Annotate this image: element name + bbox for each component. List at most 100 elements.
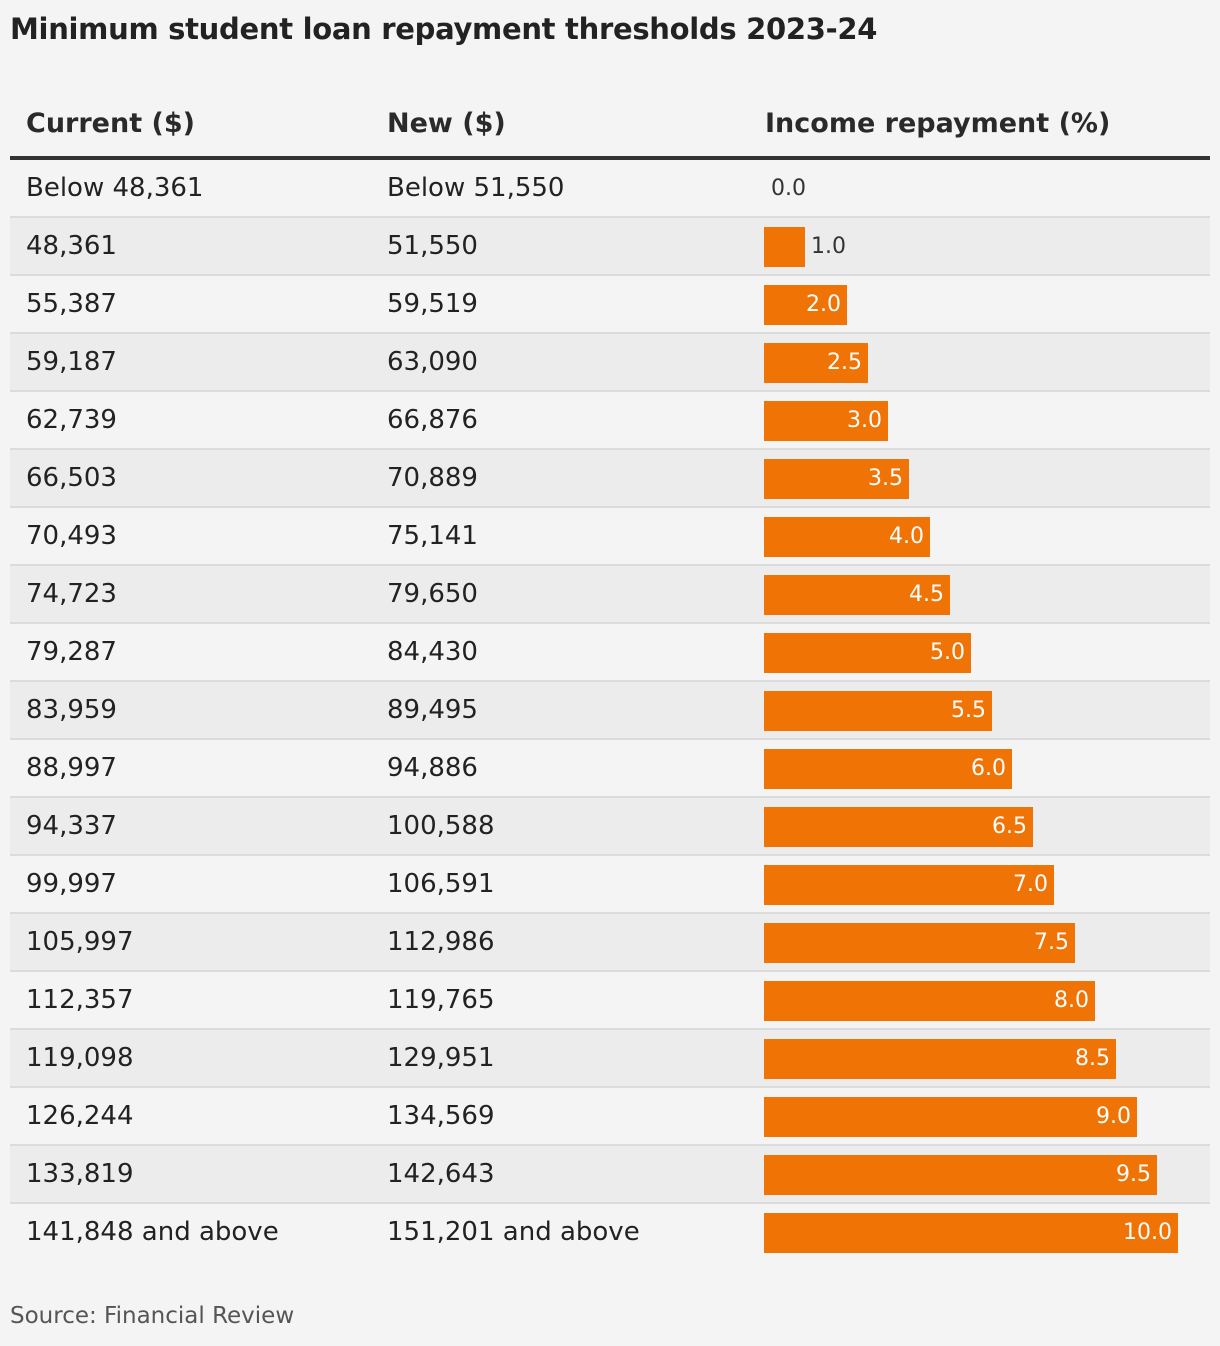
new-threshold-cell: 70,889: [387, 463, 478, 493]
repayment-bar: [764, 517, 930, 557]
current-threshold-cell: 48,361: [26, 231, 117, 261]
repayment-bar: [764, 923, 1075, 963]
repayment-bar: [764, 1039, 1116, 1079]
repayment-bar-cell: 3.5: [764, 459, 1204, 499]
table-row: 133,819 142,643 9.5: [10, 1146, 1210, 1204]
table-row: 62,739 66,876 3.0: [10, 392, 1210, 450]
new-threshold-cell: 134,569: [387, 1101, 495, 1131]
table-row: 48,361 51,550 1.0: [10, 218, 1210, 276]
column-header-current: Current ($): [26, 108, 195, 139]
repayment-value-label: 5.5: [951, 698, 986, 723]
table-row: 66,503 70,889 3.5: [10, 450, 1210, 508]
table-row: 83,959 89,495 5.5: [10, 682, 1210, 740]
repayment-bar-cell: 2.5: [764, 343, 1204, 383]
table-row: Below 48,361 Below 51,550 0.0: [10, 160, 1210, 218]
repayment-value-label: 10.0: [1123, 1220, 1172, 1245]
repayment-value-label: 2.0: [806, 292, 841, 317]
repayment-value-label: 8.5: [1075, 1046, 1110, 1071]
repayment-bar-cell: 7.0: [764, 865, 1204, 905]
repayment-bar-cell: 2.0: [764, 285, 1204, 325]
repayment-value-label: 6.0: [971, 756, 1006, 781]
repayment-bar: [764, 575, 950, 615]
repayment-bar-cell: 6.5: [764, 807, 1204, 847]
repayment-bar-cell: 5.5: [764, 691, 1204, 731]
repayment-bar-cell: 7.5: [764, 923, 1204, 963]
new-threshold-cell: 66,876: [387, 405, 478, 435]
table-row: 141,848 and above 151,201 and above 10.0: [10, 1204, 1210, 1262]
new-threshold-cell: 142,643: [387, 1159, 495, 1189]
new-threshold-cell: 106,591: [387, 869, 495, 899]
repayment-value-label: 5.0: [930, 640, 965, 665]
repayment-bar: [764, 749, 1012, 789]
table-row: 126,244 134,569 9.0: [10, 1088, 1210, 1146]
repayment-bar-cell: 4.5: [764, 575, 1204, 615]
new-threshold-cell: 75,141: [387, 521, 478, 551]
current-threshold-cell: 59,187: [26, 347, 117, 377]
repayment-bar: [764, 981, 1095, 1021]
repayment-value-label: 6.5: [992, 814, 1027, 839]
thresholds-table: Current ($) New ($) Income repayment (%)…: [10, 96, 1210, 1262]
repayment-value-label: 4.0: [889, 524, 924, 549]
repayment-bar: [764, 691, 992, 731]
repayment-value-label: 1.0: [811, 234, 846, 259]
repayment-bar-cell: 9.5: [764, 1155, 1204, 1195]
current-threshold-cell: 74,723: [26, 579, 117, 609]
repayment-bar: [764, 459, 909, 499]
repayment-value-label: 3.5: [868, 466, 903, 491]
repayment-bar-cell: 1.0: [764, 227, 1204, 267]
repayment-bar-cell: 8.0: [764, 981, 1204, 1021]
current-threshold-cell: 99,997: [26, 869, 117, 899]
repayment-value-label: 7.0: [1013, 872, 1048, 897]
table-body: Below 48,361 Below 51,550 0.0 48,361 51,550 1…: [10, 160, 1210, 1262]
table-row: 94,337 100,588 6.5: [10, 798, 1210, 856]
repayment-bar: [764, 865, 1054, 905]
new-threshold-cell: 129,951: [387, 1043, 495, 1073]
repayment-bar: [764, 285, 847, 325]
repayment-bar: [764, 1213, 1178, 1253]
column-header-new: New ($): [387, 108, 506, 139]
new-threshold-cell: 119,765: [387, 985, 495, 1015]
repayment-bar-cell: 0.0: [764, 169, 1204, 209]
current-threshold-cell: 62,739: [26, 405, 117, 435]
repayment-bar: [764, 1097, 1137, 1137]
repayment-bar: [764, 227, 805, 267]
table-row: 74,723 79,650 4.5: [10, 566, 1210, 624]
repayment-bar-cell: 5.0: [764, 633, 1204, 673]
table-row: 79,287 84,430 5.0: [10, 624, 1210, 682]
new-threshold-cell: 89,495: [387, 695, 478, 725]
repayment-value-label: 2.5: [827, 350, 862, 375]
repayment-value-label: 3.0: [847, 408, 882, 433]
repayment-bar: [764, 1155, 1157, 1195]
repayment-bar: [764, 401, 888, 441]
current-threshold-cell: 79,287: [26, 637, 117, 667]
repayment-value-label: 4.5: [909, 582, 944, 607]
repayment-bar: [764, 807, 1033, 847]
repayment-value-label: 7.5: [1034, 930, 1069, 955]
new-threshold-cell: 112,986: [387, 927, 495, 957]
table-row: 99,997 106,591 7.0: [10, 856, 1210, 914]
current-threshold-cell: 83,959: [26, 695, 117, 725]
current-threshold-cell: 66,503: [26, 463, 117, 493]
table-row: 105,997 112,986 7.5: [10, 914, 1210, 972]
current-threshold-cell: Below 48,361: [26, 173, 204, 203]
repayment-bar: [764, 343, 868, 383]
current-threshold-cell: 141,848 and above: [26, 1217, 279, 1247]
new-threshold-cell: 84,430: [387, 637, 478, 667]
table-header: Current ($) New ($) Income repayment (%): [10, 96, 1210, 160]
current-threshold-cell: 126,244: [26, 1101, 134, 1131]
table-row: 112,357 119,765 8.0: [10, 972, 1210, 1030]
repayment-bar-cell: 3.0: [764, 401, 1204, 441]
new-threshold-cell: 100,588: [387, 811, 495, 841]
current-threshold-cell: 55,387: [26, 289, 117, 319]
current-threshold-cell: 105,997: [26, 927, 134, 957]
repayment-bar-cell: 4.0: [764, 517, 1204, 557]
new-threshold-cell: 63,090: [387, 347, 478, 377]
current-threshold-cell: 119,098: [26, 1043, 134, 1073]
current-threshold-cell: 94,337: [26, 811, 117, 841]
column-header-income-repayment: Income repayment (%): [765, 108, 1111, 139]
new-threshold-cell: 79,650: [387, 579, 478, 609]
repayment-value-label: 9.0: [1096, 1104, 1131, 1129]
repayment-value-label: 8.0: [1054, 988, 1089, 1013]
new-threshold-cell: 151,201 and above: [387, 1217, 640, 1247]
current-threshold-cell: 112,357: [26, 985, 134, 1015]
